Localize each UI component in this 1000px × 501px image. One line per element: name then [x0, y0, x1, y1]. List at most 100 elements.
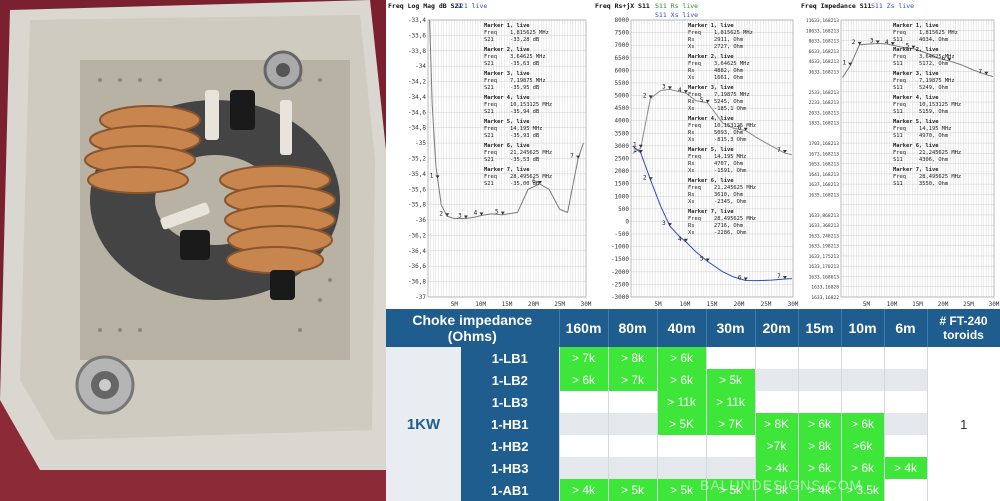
y-tick-label: -34,2: [408, 79, 426, 86]
y-tick-label: -36,2: [408, 232, 426, 239]
y-tick-label: 1635,168213: [809, 192, 840, 198]
impedance-cell: [656, 435, 707, 457]
table-row: 1-HB3 > 4k > 6k > 6k > 4k: [386, 457, 1000, 479]
marker-point: [479, 212, 484, 216]
marker-number: 2: [643, 92, 647, 99]
y-tick-label: -35,6: [408, 186, 426, 193]
marker-point: [984, 71, 989, 75]
table-row: 1-AB1 > 4k > 5k > 5k > 5k > 5k > 4k > 3.5k: [386, 479, 1000, 501]
header-band: 20m: [755, 309, 799, 347]
marker-number: 1: [633, 142, 637, 149]
marker-point: [667, 223, 672, 227]
cable-ties: [160, 90, 292, 230]
impedance-cell: [883, 391, 928, 413]
marker-point: [683, 90, 688, 94]
marker-point: [648, 177, 653, 181]
marker-number: 3: [662, 83, 666, 90]
impedance-cell: [797, 369, 842, 391]
impedance-cell: [705, 457, 756, 479]
marker-number: 4: [885, 39, 889, 46]
marker-readout-line: Freq 21,245625 MHz: [484, 150, 552, 156]
header-band: 40m: [657, 309, 707, 347]
impedance-cell: [705, 347, 756, 369]
y-tick-label: -34,6: [408, 109, 426, 116]
marker-readout-line: Freq 1,815625 MHz: [688, 30, 753, 36]
y-tick-label: -500: [615, 231, 630, 238]
impedance-cell: > 4k: [797, 479, 842, 501]
y-tick-label: 6000: [615, 67, 630, 74]
marker-number: 7: [777, 273, 781, 280]
marker-readout-line: S21 -33,28 dB: [484, 37, 539, 43]
y-tick-label: 2533,168213: [809, 90, 840, 96]
marker-readout-line: Marker 4, live: [893, 95, 939, 101]
legend-entry: S21 live: [456, 2, 487, 10]
y-tick-label: -36,6: [408, 263, 426, 270]
marker-point: [500, 211, 505, 215]
y-tick-label: 4633,168213: [809, 59, 840, 65]
y-tick-label: 1633,16828: [811, 285, 839, 291]
x-tick-label: 20M: [734, 301, 745, 308]
marker-number: 7: [570, 153, 574, 160]
y-tick-label: -37: [415, 294, 426, 301]
x-tick-label: 5M: [451, 301, 459, 308]
y-tick-label: 1833,168213: [809, 121, 840, 127]
marker-point: [638, 150, 643, 154]
impedance-cell: > 11k: [705, 391, 756, 413]
y-tick-label: 1633,16822: [811, 295, 839, 301]
header-band: 6m: [884, 309, 928, 347]
marker-readout-line: Marker 7, live: [893, 167, 939, 173]
model-name: 1-HB1: [461, 413, 560, 435]
toroid-count: [926, 369, 1000, 391]
y-tick-label: 3633,168213: [809, 69, 840, 75]
y-tick-label: 2233,168213: [809, 100, 840, 106]
impedance-cell: > 6k: [656, 369, 707, 391]
y-tick-label: 0: [625, 218, 629, 225]
impedance-cell: [607, 413, 658, 435]
y-tick-label: 8633,168213: [809, 39, 840, 45]
impedance-cell: > 5k: [754, 479, 799, 501]
toroid-count: [926, 347, 1000, 369]
coax-winding: [84, 105, 336, 274]
impedance-cell: [656, 457, 707, 479]
legend-entry: S11 Zs live: [871, 2, 914, 10]
x-tick-label: 25M: [761, 301, 772, 308]
impedance-cell: [754, 391, 799, 413]
x-tick-label: 30M: [581, 301, 592, 308]
perfboard-holes: [98, 78, 332, 332]
impedance-cell: > 6k: [797, 413, 842, 435]
y-tick-label: 7500: [615, 30, 630, 37]
model-name: 1-LB2: [461, 369, 560, 391]
y-tick-label: 1000: [615, 193, 630, 200]
marker-readout-line: Freq 21,245625 MHz: [688, 185, 756, 191]
impedance-cell: > 3.5k: [840, 479, 885, 501]
marker-point: [705, 258, 710, 262]
impedance-cell: > 6k: [797, 457, 842, 479]
y-tick-label: 4000: [615, 118, 630, 125]
y-tick-label: 2033,168213: [809, 110, 840, 116]
marker-number: 7: [979, 69, 983, 76]
marker-readout-line: Rs 2716, Ohm: [688, 223, 743, 229]
y-tick-label: 1633,198213: [809, 244, 840, 250]
marker-readout-line: Freq 10,153125 MHz: [484, 102, 552, 108]
marker-readout-line: Xs 2727, Ohm: [688, 44, 743, 50]
y-tick-label: -34: [415, 63, 426, 70]
y-tick-label: 8000: [615, 17, 630, 24]
marker-point: [705, 99, 710, 103]
marker-number: 2: [852, 39, 856, 46]
y-tick-label: -3000: [611, 294, 629, 301]
header-band: 15m: [798, 309, 842, 347]
y-tick-label: 1633,170213: [809, 264, 840, 270]
y-tick-label: -34,4: [408, 94, 426, 101]
impedance-cell: [558, 391, 609, 413]
marker-readout-line: Rs 3610, Ohm: [688, 192, 743, 198]
marker-readout-line: Marker 6, live: [893, 143, 939, 149]
marker-readout-line: Marker 5, live: [484, 119, 530, 125]
marker-point: [445, 213, 450, 217]
black-clamps: [180, 90, 295, 300]
impedance-cell: > 7k: [558, 347, 609, 369]
impedance-cell: > 7K: [705, 413, 756, 435]
marker-readout-line: Freq 10,153125 MHz: [893, 102, 961, 108]
marker-readout-line: Freq 14,195 MHz: [893, 126, 951, 132]
